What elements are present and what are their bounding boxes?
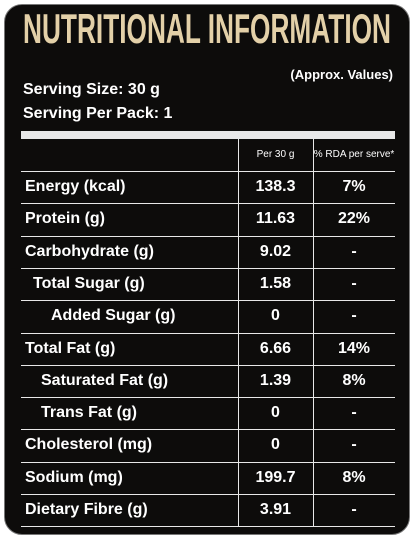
rda: - (351, 307, 357, 325)
row-rule (21, 235, 395, 237)
nutrient-name: Sodium (mg) (25, 468, 123, 486)
rda: 22% (337, 210, 371, 228)
rda: 8% (342, 371, 366, 389)
rda: - (351, 404, 357, 422)
row-rule (21, 171, 395, 172)
row-rule (21, 364, 395, 366)
note: (Approx. Values) (290, 67, 393, 82)
serving-size: Serving Size: 30 g (23, 81, 160, 98)
amount: 9.02 (259, 242, 292, 260)
amount: 0 (271, 404, 280, 422)
serving-per-pack: Serving Per Pack: 1 (23, 105, 173, 122)
nutrient-name: Protein (g) (25, 210, 105, 228)
rda: - (351, 436, 357, 454)
amount: 11.63 (255, 210, 296, 228)
row-rule (21, 429, 395, 431)
amount: 0 (271, 307, 280, 325)
rda: - (351, 242, 357, 260)
row-rule (21, 397, 395, 399)
amount: 199.7 (255, 468, 296, 486)
nutrient-name: Saturated Fat (g) (41, 371, 169, 389)
rda: - (351, 274, 357, 292)
rda: 14% (337, 339, 371, 357)
amount: 0 (271, 436, 280, 454)
thick-rule (21, 131, 395, 139)
rda: - (351, 501, 357, 518)
nutrient-name: Added Sugar (g) (51, 307, 176, 325)
nutrient-name: Cholesterol (mg) (25, 436, 153, 454)
rda: 7% (342, 178, 366, 195)
column-header: Per 30 g (256, 149, 295, 160)
nutrient-name: Total Sugar (g) (33, 274, 145, 292)
amount: 138.3 (255, 178, 296, 195)
nutrient-name: Carbohydrate (g) (25, 242, 154, 260)
row-rule (21, 332, 395, 334)
row-rule (21, 203, 395, 205)
label-card: NUTRITIONAL INFORMATION (Approx. Values)… (4, 4, 410, 535)
amount: 3.91 (259, 501, 292, 518)
nutrient-name: Dietary Fibre (g) (25, 501, 148, 518)
amount: 6.66 (259, 339, 292, 357)
amount: 1.39 (259, 371, 292, 389)
title-area: NUTRITIONAL INFORMATION (23, 5, 391, 52)
row-rule (21, 526, 395, 528)
amount: 1.58 (259, 274, 292, 292)
column-header: % RDA per serve* (313, 149, 395, 160)
row-rule (21, 494, 395, 495)
row-rule (21, 461, 395, 463)
title: NUTRITIONAL INFORMATION (23, 5, 391, 52)
nutrient-name: Trans Fat (g) (41, 404, 138, 422)
row-rule (21, 267, 395, 269)
row-rule (21, 300, 395, 302)
nutrient-name: Total Fat (g) (25, 339, 116, 357)
nutrient-name: Energy (kcal) (25, 178, 126, 195)
rda: 8% (342, 468, 366, 486)
